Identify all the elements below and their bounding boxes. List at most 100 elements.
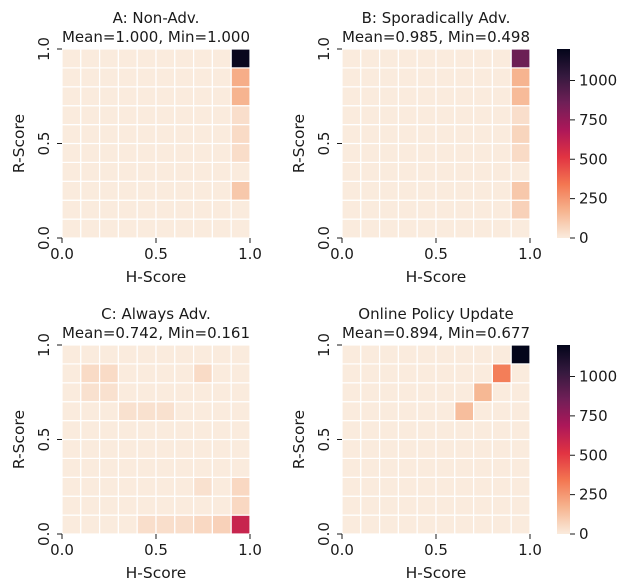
heatmap-cell	[510, 123, 531, 145]
heatmap-cell	[416, 495, 437, 516]
heatmap-cell	[341, 457, 362, 478]
colorbar-tick-label: 750	[579, 111, 608, 129]
x-axis-label: H-Score	[406, 564, 467, 582]
heatmap-cell	[397, 382, 418, 403]
heatmap-cell	[98, 514, 119, 535]
heatmap-cell	[397, 199, 418, 220]
heatmap-cell	[454, 218, 475, 239]
heatmap-cell	[510, 199, 531, 220]
heatmap-cell	[473, 495, 494, 516]
heatmap-cell	[117, 495, 138, 516]
heatmap-cell	[341, 48, 362, 69]
heatmap-cell	[193, 495, 214, 516]
heatmap-cell	[379, 344, 400, 365]
heatmap-cell	[341, 86, 362, 107]
heatmap-cell	[416, 401, 437, 422]
heatmap-cell	[379, 420, 400, 441]
heatmap-cell	[416, 105, 437, 126]
heatmap-cell	[136, 495, 157, 516]
y-tick-label: 0.5	[35, 428, 53, 452]
heatmap-cell	[80, 420, 101, 441]
colorbar-tick-label: 1000	[579, 368, 617, 386]
heatmap-cell	[230, 105, 251, 126]
heatmap-cell	[341, 363, 362, 384]
heatmap-cell	[211, 67, 232, 88]
heatmap-cell	[416, 438, 437, 459]
heatmap-cell	[416, 86, 437, 107]
chart-title: C: Always Adv.	[101, 305, 211, 323]
heatmap-cell	[435, 382, 456, 403]
heatmap-cell	[510, 344, 531, 365]
chart-subtitle: Mean=0.742, Min=0.161	[62, 324, 250, 342]
heatmap-cell	[155, 476, 176, 497]
heatmap-cell	[117, 344, 138, 365]
heatmap-cell	[341, 218, 362, 239]
heatmap-cell	[397, 420, 418, 441]
heatmap-cell	[136, 457, 157, 478]
heatmap-cell	[360, 363, 381, 384]
heatmap-cell	[473, 123, 494, 145]
heatmap-cell	[510, 476, 531, 497]
heatmap-cell	[80, 123, 101, 145]
heatmap-cell	[211, 142, 232, 163]
heatmap-cell	[510, 67, 531, 88]
colorbar-tick-label: 1000	[579, 72, 617, 90]
heatmap-cell	[174, 180, 195, 201]
heatmap-cell	[117, 476, 138, 497]
heatmap-cell	[454, 476, 475, 497]
y-tick-label: 1.0	[35, 333, 53, 357]
heatmap-cell	[155, 344, 176, 365]
heatmap-cell	[117, 123, 138, 145]
heatmap-cell	[136, 48, 157, 69]
heatmap-cell	[98, 105, 119, 126]
heatmap-cell	[397, 86, 418, 107]
heatmap-cell	[510, 48, 531, 69]
heatmap-cell	[360, 457, 381, 478]
heatmap-cell	[341, 420, 362, 441]
heatmap-cell	[454, 457, 475, 478]
colorbar-tick-label: 250	[579, 486, 608, 504]
x-tick-label: 1.0	[238, 245, 262, 263]
heatmap-cell	[360, 105, 381, 126]
heatmap-cell	[61, 514, 82, 535]
heatmap-cell	[193, 514, 214, 535]
heatmap-cell	[454, 382, 475, 403]
heatmap-cell	[473, 199, 494, 220]
heatmap-cell	[61, 382, 82, 403]
heatmap-cell	[491, 218, 512, 239]
heatmap-cell	[136, 363, 157, 384]
heatmap-cell	[174, 363, 195, 384]
heatmap-cell	[397, 438, 418, 459]
heatmap-cell	[491, 514, 512, 535]
heatmap-cell	[435, 67, 456, 88]
heatmap-cell	[98, 123, 119, 145]
chart-title: A: Non-Adv.	[113, 9, 200, 27]
heatmap-cell	[193, 218, 214, 239]
heatmap-cell	[211, 514, 232, 535]
heatmap-cell	[454, 142, 475, 163]
heatmap-cell	[80, 438, 101, 459]
heatmap-cell	[98, 48, 119, 69]
heatmap-cell	[80, 86, 101, 107]
heatmap-cell	[341, 199, 362, 220]
heatmap-cell	[193, 457, 214, 478]
y-tick-label: 0.5	[315, 428, 333, 452]
heatmap-cell	[61, 476, 82, 497]
heatmap-cell	[454, 438, 475, 459]
heatmap-cell	[136, 67, 157, 88]
heatmap-cell	[454, 161, 475, 182]
heatmap-cell	[491, 438, 512, 459]
heatmap-cell	[155, 382, 176, 403]
heatmap-cell	[510, 382, 531, 403]
heatmap-cell	[416, 476, 437, 497]
heatmap-cell	[473, 514, 494, 535]
heatmap-cell	[510, 457, 531, 478]
heatmap-cell	[454, 180, 475, 201]
heatmap-cell	[416, 514, 437, 535]
heatmap-cell	[397, 344, 418, 365]
heatmap-cell	[155, 457, 176, 478]
x-tick-label: 0.5	[424, 245, 448, 263]
heatmap-cell	[510, 401, 531, 422]
heatmap-cell	[211, 218, 232, 239]
